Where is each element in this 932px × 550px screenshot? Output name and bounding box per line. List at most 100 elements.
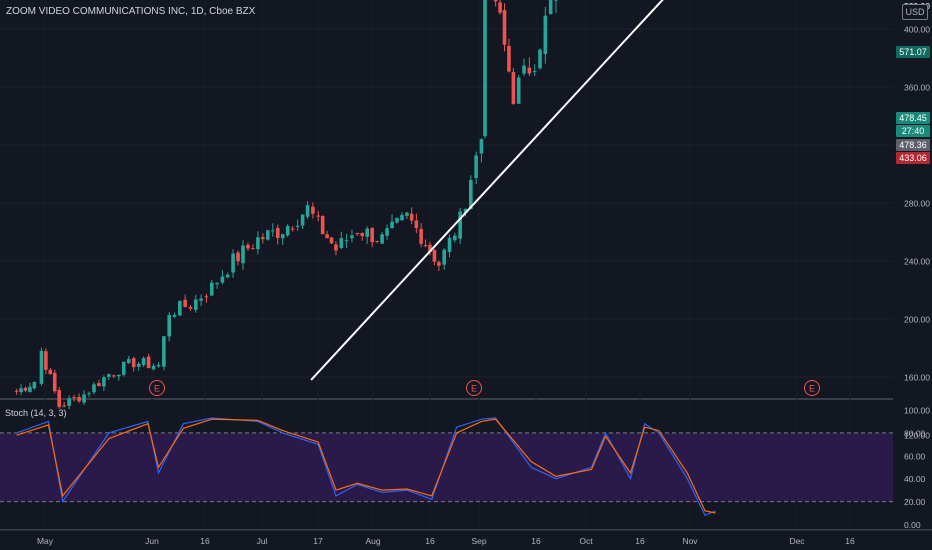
x-tick-label: 17 xyxy=(313,536,323,546)
candle-body xyxy=(400,214,404,221)
candle-body xyxy=(428,244,432,252)
candle-body xyxy=(453,235,457,241)
candle-body xyxy=(117,374,121,377)
candle-body xyxy=(385,228,389,236)
candle-body xyxy=(121,361,126,375)
time-axis-separator xyxy=(0,529,932,531)
candle-body xyxy=(334,244,338,251)
candle-body xyxy=(241,245,245,264)
y-tick-label: 360.00 xyxy=(904,83,930,93)
x-tick-label: Oct xyxy=(579,536,593,546)
x-tick-label: Jul xyxy=(257,536,268,546)
earnings-marker-label: E xyxy=(471,384,477,394)
candle-body xyxy=(256,237,260,250)
stoch-k-line xyxy=(16,417,716,517)
candle-body xyxy=(390,221,394,229)
candle-body xyxy=(409,213,414,221)
candle-body xyxy=(102,377,106,387)
candle-body xyxy=(236,252,240,262)
candle-body xyxy=(52,372,57,392)
candle-body xyxy=(502,10,507,45)
candle-body xyxy=(305,205,310,217)
candle-body xyxy=(82,394,86,403)
candle-body xyxy=(419,228,423,244)
candle-body xyxy=(97,383,101,387)
stoch-y-tick-label: 40.00 xyxy=(904,474,926,484)
candle-body xyxy=(437,262,441,266)
candle-body xyxy=(469,179,473,210)
candle-body xyxy=(463,208,468,213)
candle-body xyxy=(532,71,537,73)
candle-body xyxy=(543,15,548,55)
candle-body xyxy=(344,240,349,242)
earnings-marker-label: E xyxy=(154,384,160,394)
stoch-y-tick-label: 60.00 xyxy=(904,451,926,461)
candle-body xyxy=(57,390,61,407)
candle-body xyxy=(131,358,136,368)
candle-body xyxy=(231,253,235,273)
candle-body xyxy=(447,237,452,252)
stoch-y-tick-label: 80.00 xyxy=(904,428,926,438)
candle-body xyxy=(48,369,53,375)
candle-body xyxy=(136,363,141,367)
y-tick-label: 120.00 xyxy=(904,431,930,441)
candle-body xyxy=(162,336,166,367)
candle-body xyxy=(300,214,305,226)
stoch-d-line xyxy=(16,418,716,514)
stoch-y-tick-label: 20.00 xyxy=(904,497,926,507)
candle-body xyxy=(199,298,203,301)
target-price-label: 571.07 xyxy=(896,46,930,58)
candle-body xyxy=(507,45,511,72)
pane-separator xyxy=(0,398,893,400)
x-tick-label: May xyxy=(37,536,54,546)
candle-body xyxy=(126,359,131,364)
candle-body xyxy=(360,232,365,237)
x-tick-label: Sep xyxy=(471,536,486,546)
candle-body xyxy=(548,0,553,15)
candle-body xyxy=(498,2,502,13)
candle-body xyxy=(516,77,521,104)
earnings-marker-label: E xyxy=(809,384,815,394)
candle-body xyxy=(77,396,81,402)
candle-body xyxy=(151,365,156,370)
y-tick-label: 160.00 xyxy=(904,373,930,383)
candle-body xyxy=(87,393,91,395)
candle-body xyxy=(423,245,428,247)
candle-body xyxy=(325,234,329,239)
candle-body xyxy=(311,206,315,214)
candle-body xyxy=(320,216,325,235)
candle-body xyxy=(316,215,321,217)
candle-body xyxy=(183,299,187,308)
stoch-y-tick-label: 100.00 xyxy=(904,406,930,416)
earnings-marker xyxy=(466,380,482,396)
symbol-title[interactable]: ZOOM VIDEO COMMUNICATIONS INC, 1D, Cboe … xyxy=(6,6,256,17)
candle-body xyxy=(405,212,409,216)
x-tick-label: 16 xyxy=(531,536,541,546)
candle-body xyxy=(167,315,171,337)
candle-body xyxy=(194,299,198,310)
candle-body xyxy=(339,238,344,248)
candle-body xyxy=(522,65,526,74)
candle-body xyxy=(72,397,76,399)
candle-body xyxy=(44,351,48,370)
stoch-indicator-label[interactable]: Stoch (14, 3, 3) xyxy=(5,408,67,418)
candle-body xyxy=(156,364,161,367)
candle-body xyxy=(266,230,270,240)
x-tick-label: 16 xyxy=(200,536,210,546)
candle-body xyxy=(225,274,230,278)
currency-badge[interactable]: USD xyxy=(902,4,928,20)
earnings-marker xyxy=(804,380,820,396)
candle-body xyxy=(92,384,96,393)
candle-body xyxy=(370,228,374,243)
stoch-y-tick-label: 0.00 xyxy=(904,520,921,530)
candle-body xyxy=(261,237,265,240)
candle-body xyxy=(350,235,354,239)
candle-body xyxy=(209,282,214,296)
candle-body xyxy=(220,276,225,283)
candle-body xyxy=(32,381,37,389)
candle-body xyxy=(28,386,32,393)
countdown-label: 27:40 xyxy=(896,125,930,137)
trendline xyxy=(310,0,664,381)
